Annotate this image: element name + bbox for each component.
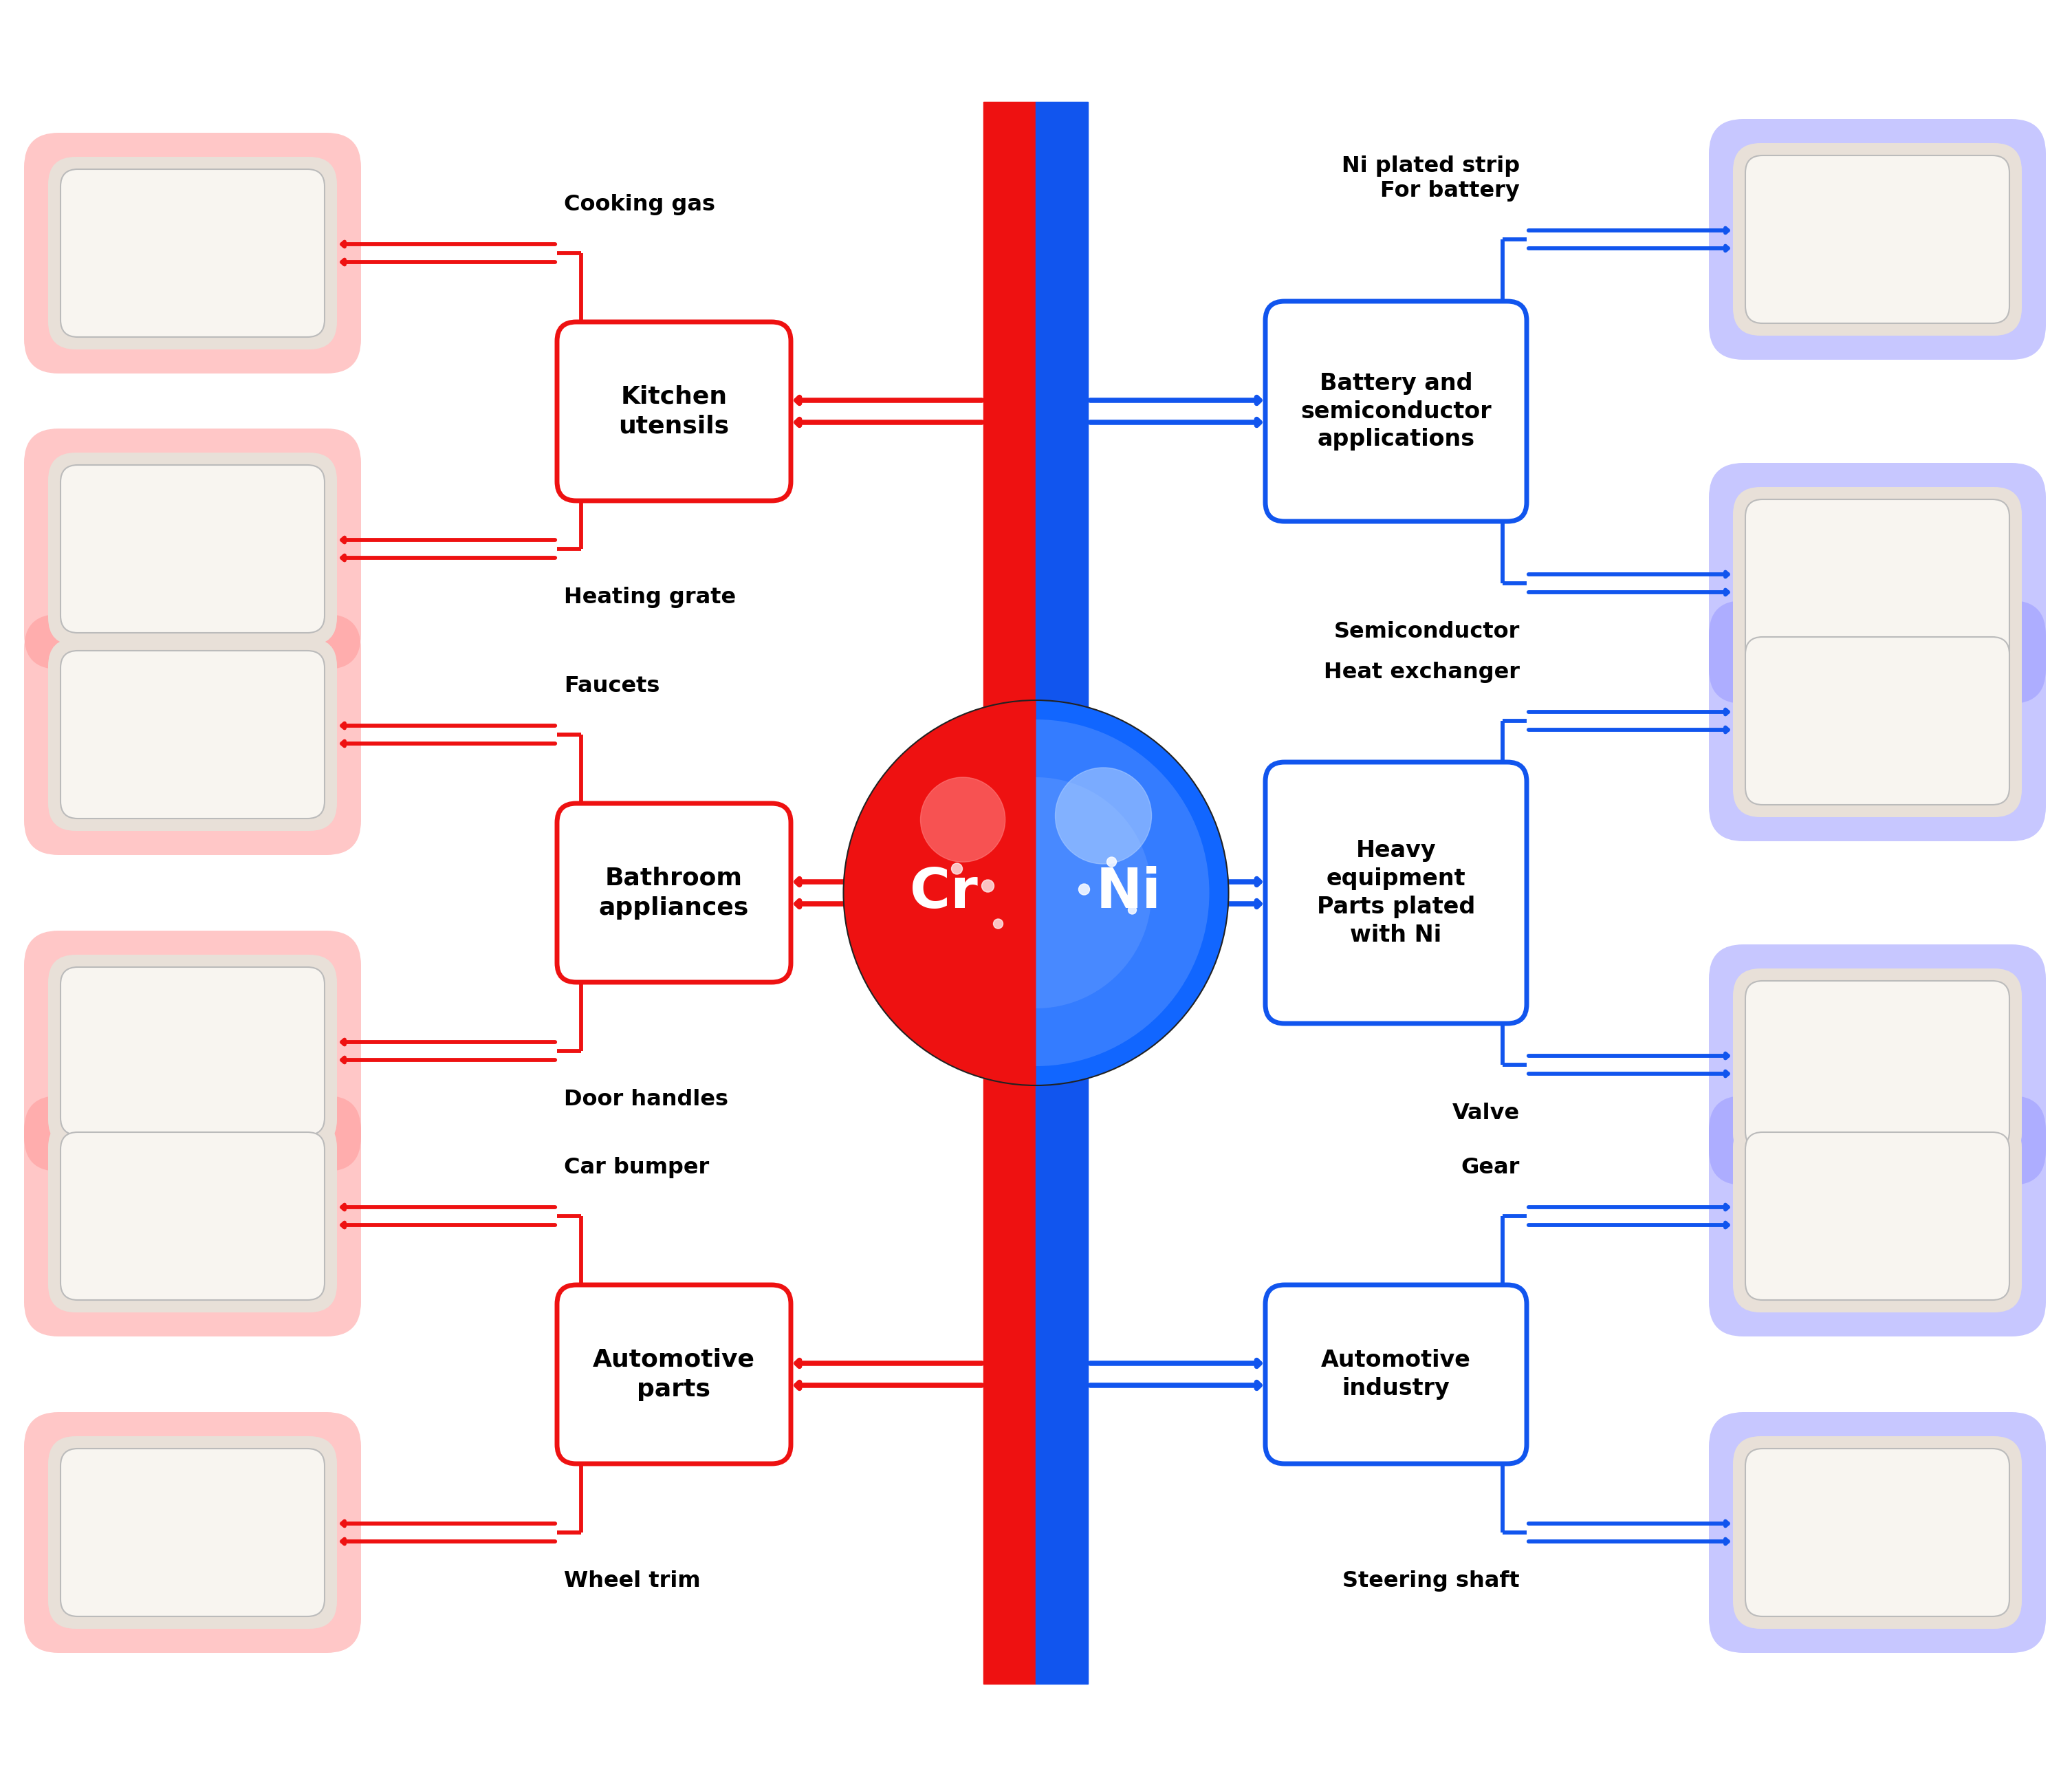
FancyBboxPatch shape: [48, 1437, 338, 1628]
Text: Wheel trim: Wheel trim: [564, 1571, 700, 1592]
Wedge shape: [1036, 701, 1229, 1085]
Text: Battery and
semiconductor
applications: Battery and semiconductor applications: [1301, 372, 1492, 450]
FancyBboxPatch shape: [1709, 120, 2045, 359]
FancyBboxPatch shape: [48, 954, 338, 1147]
Circle shape: [951, 863, 961, 874]
FancyBboxPatch shape: [25, 132, 361, 373]
FancyBboxPatch shape: [1732, 624, 2022, 817]
FancyBboxPatch shape: [1266, 1285, 1527, 1464]
FancyBboxPatch shape: [1266, 302, 1527, 522]
FancyBboxPatch shape: [1745, 981, 2010, 1149]
Circle shape: [1055, 768, 1152, 863]
Text: Automotive
industry: Automotive industry: [1322, 1349, 1471, 1399]
FancyBboxPatch shape: [1732, 1437, 2022, 1628]
Text: Heavy
equipment
Parts plated
with Ni: Heavy equipment Parts plated with Ni: [1318, 840, 1475, 947]
Wedge shape: [1036, 777, 1152, 1008]
Circle shape: [1106, 858, 1117, 867]
FancyBboxPatch shape: [60, 650, 325, 818]
FancyBboxPatch shape: [60, 465, 325, 633]
Text: Ni: Ni: [1096, 867, 1160, 920]
Text: Kitchen
utensils: Kitchen utensils: [620, 384, 729, 438]
FancyBboxPatch shape: [1709, 944, 2045, 1185]
FancyBboxPatch shape: [48, 452, 338, 645]
FancyBboxPatch shape: [1709, 600, 2045, 842]
Bar: [1036, 102, 1088, 1683]
FancyBboxPatch shape: [1732, 488, 2022, 679]
FancyBboxPatch shape: [1709, 1095, 2045, 1337]
Circle shape: [1127, 906, 1135, 915]
FancyBboxPatch shape: [60, 1133, 325, 1299]
Text: Heating grate: Heating grate: [564, 586, 736, 608]
FancyBboxPatch shape: [25, 1095, 361, 1337]
FancyBboxPatch shape: [1745, 1449, 2010, 1617]
FancyBboxPatch shape: [25, 429, 361, 670]
FancyBboxPatch shape: [557, 322, 792, 500]
Text: Semiconductor: Semiconductor: [1334, 622, 1519, 643]
Text: Faucets: Faucets: [564, 675, 659, 697]
FancyBboxPatch shape: [1745, 1133, 2010, 1299]
Wedge shape: [843, 701, 1036, 1085]
Text: Heat exchanger: Heat exchanger: [1324, 661, 1519, 683]
FancyBboxPatch shape: [1266, 761, 1527, 1024]
FancyBboxPatch shape: [557, 804, 792, 983]
FancyBboxPatch shape: [48, 638, 338, 831]
FancyBboxPatch shape: [1732, 1120, 2022, 1312]
FancyBboxPatch shape: [60, 170, 325, 338]
Text: Steering shaft: Steering shaft: [1343, 1571, 1519, 1592]
FancyBboxPatch shape: [1709, 463, 2045, 704]
FancyBboxPatch shape: [25, 615, 361, 854]
Circle shape: [1080, 885, 1090, 895]
FancyBboxPatch shape: [1745, 499, 2010, 667]
FancyBboxPatch shape: [48, 1120, 338, 1312]
Wedge shape: [1036, 720, 1210, 1067]
FancyBboxPatch shape: [557, 1285, 792, 1464]
FancyBboxPatch shape: [1732, 969, 2022, 1162]
Circle shape: [920, 777, 1005, 861]
Bar: [984, 102, 1036, 1683]
FancyBboxPatch shape: [1745, 636, 2010, 804]
FancyBboxPatch shape: [60, 967, 325, 1135]
FancyBboxPatch shape: [48, 157, 338, 350]
Text: Gear: Gear: [1461, 1156, 1519, 1178]
Text: Cr: Cr: [910, 867, 978, 920]
Text: Door handles: Door handles: [564, 1088, 727, 1110]
Circle shape: [992, 919, 1003, 929]
FancyBboxPatch shape: [60, 1449, 325, 1617]
Text: Ni plated strip
For battery: Ni plated strip For battery: [1341, 155, 1519, 202]
FancyBboxPatch shape: [25, 931, 361, 1172]
Text: Automotive
parts: Automotive parts: [593, 1347, 754, 1401]
FancyBboxPatch shape: [1709, 1412, 2045, 1653]
Text: Bathroom
appliances: Bathroom appliances: [599, 867, 748, 920]
Text: Cooking gas: Cooking gas: [564, 195, 715, 214]
FancyBboxPatch shape: [1732, 143, 2022, 336]
Text: Valve: Valve: [1452, 1103, 1519, 1124]
FancyBboxPatch shape: [25, 1412, 361, 1653]
Circle shape: [982, 879, 995, 892]
Text: Car bumper: Car bumper: [564, 1156, 709, 1178]
FancyBboxPatch shape: [1745, 155, 2010, 323]
